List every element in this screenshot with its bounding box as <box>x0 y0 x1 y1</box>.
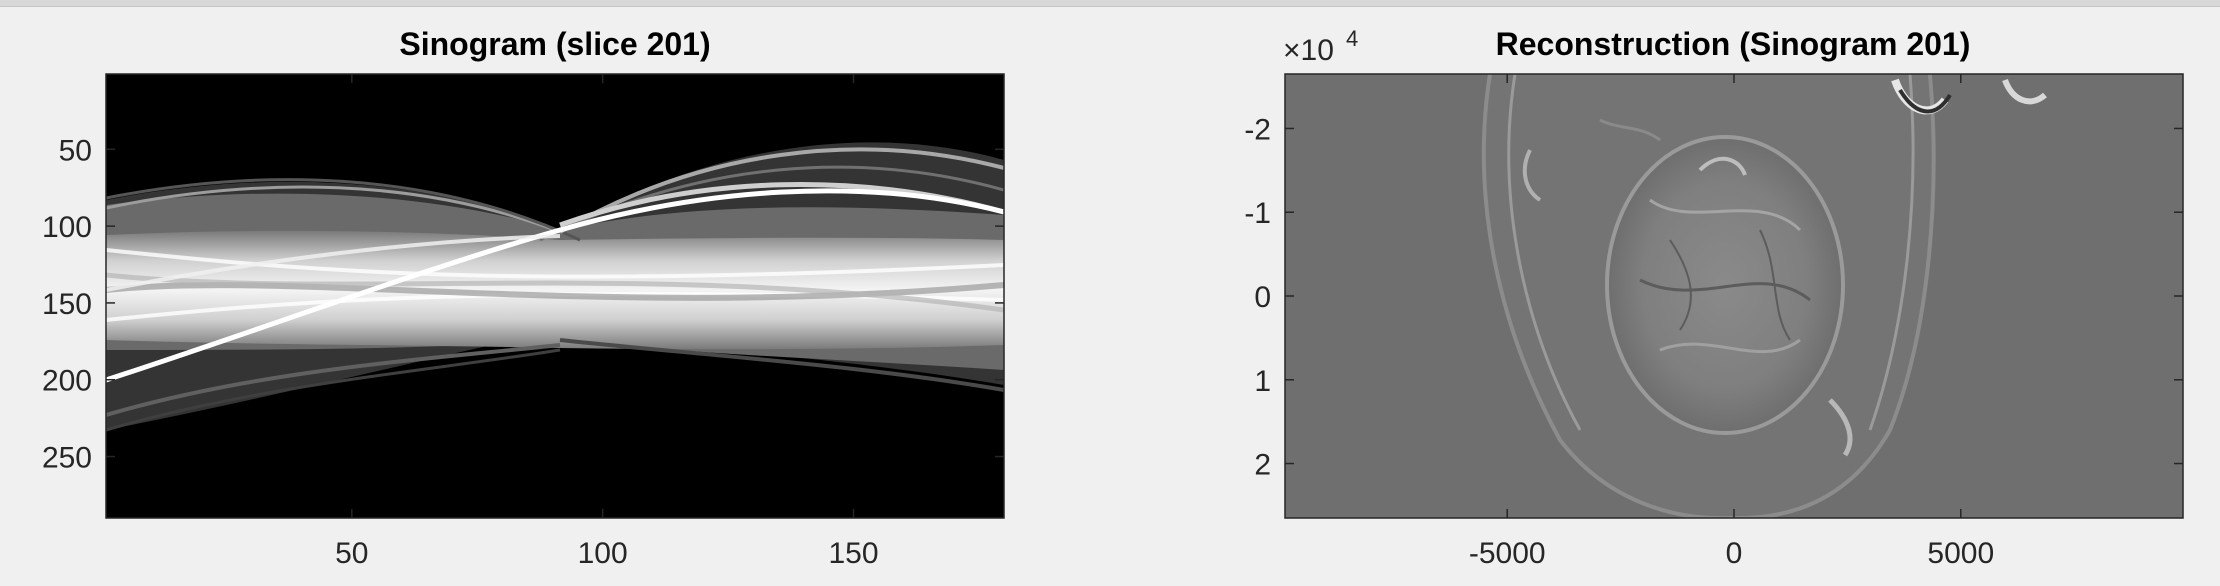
sinogram-ytick-label: 50 <box>59 134 92 167</box>
sinogram-ticks: 50 100 150 50 100 150 200 250 <box>42 74 1004 570</box>
sinogram-xtick-label: 100 <box>578 537 628 570</box>
reconstruction-ticks: -5000 0 5000 -2 -1 0 1 2 <box>1244 74 2183 570</box>
reconstruction-ytick-label: 2 <box>1254 449 1271 482</box>
reconstruction-ytick-label: 1 <box>1254 365 1271 398</box>
sinogram-title: Sinogram (slice 201) <box>399 26 710 62</box>
sinogram-xtick-label: 50 <box>335 537 368 570</box>
reconstruction-ytick-label: 0 <box>1254 281 1271 314</box>
reconstruction-xtick-label: 0 <box>1726 537 1743 570</box>
sinogram-ytick-label: 100 <box>42 211 92 244</box>
y-exponent-power: 4 <box>1346 26 1358 51</box>
reconstruction-ytick-label: -2 <box>1244 113 1271 146</box>
reconstruction-ytick-label: -1 <box>1244 197 1271 230</box>
reconstruction-image <box>1481 74 2047 518</box>
sinogram-ytick-label: 250 <box>42 442 92 475</box>
sinogram-ytick-label: 200 <box>42 365 92 398</box>
window-top-border <box>0 0 2220 7</box>
y-exponent-multiplier: ×10 <box>1283 34 1334 67</box>
reconstruction-axes: Reconstruction (Sinogram 201) ×10 4 -500… <box>1244 26 2184 570</box>
sinogram-axes: Sinogram (slice 201) 50 100 150 50 100 150 200… <box>42 26 1005 570</box>
sinogram-image <box>106 142 1004 432</box>
reconstruction-xtick-label: -5000 <box>1469 537 1546 570</box>
sinogram-xtick-label: 150 <box>828 537 878 570</box>
reconstruction-xtick-label: 5000 <box>1927 537 1994 570</box>
sinogram-ytick-label: 150 <box>42 288 92 321</box>
reconstruction-title: Reconstruction (Sinogram 201) <box>1496 26 1971 62</box>
sinogram-axes-box <box>105 73 1005 519</box>
